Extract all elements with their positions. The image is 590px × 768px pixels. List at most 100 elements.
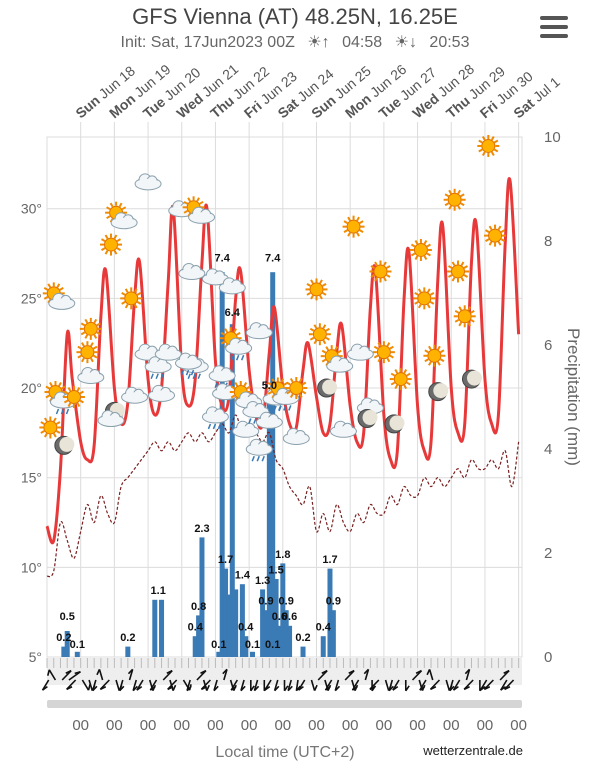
sun-icon: [372, 341, 395, 364]
cloud-fill: [273, 393, 298, 404]
hour-tick: 00: [342, 717, 359, 734]
rain-icon: [201, 406, 229, 430]
sun-ray: [444, 202, 450, 207]
wind-barb-icon: [463, 679, 474, 691]
precip-bar: [280, 563, 286, 657]
sun-disc: [393, 372, 408, 387]
sun-ray: [113, 234, 118, 240]
cloud-icon: [148, 384, 176, 402]
sun-ray: [199, 200, 204, 205]
source-credit[interactable]: wetterzentrale.de: [422, 743, 523, 758]
sun-ray: [289, 393, 294, 399]
sun-ray: [234, 381, 239, 387]
footer: Local time (UTC+2) wetterzentrale.de 00 0…: [72, 717, 527, 761]
wind-barb-icon: [47, 669, 57, 681]
wind-barb-head: [99, 686, 107, 691]
wind-barb-icon: [419, 679, 427, 691]
hour-tick: 00: [207, 717, 224, 734]
rain-drop: [65, 408, 70, 415]
precip-bar: [243, 636, 249, 657]
sun-ray: [84, 318, 89, 324]
wind-barb-head: [240, 685, 246, 692]
sun-ray: [96, 331, 101, 336]
rain-drop: [55, 408, 60, 415]
wind-barb-head: [325, 686, 331, 691]
wind-barb-shaft: [465, 669, 471, 681]
wind-barb-shaft: [253, 679, 259, 691]
sun-icon: [342, 215, 365, 238]
rain-drop: [197, 373, 201, 380]
sun-ray: [301, 390, 307, 395]
wind-barb-head: [47, 669, 51, 676]
wind-barb-head: [283, 685, 289, 692]
sun-ray: [451, 261, 456, 266]
wind-barb-shaft: [240, 679, 245, 691]
sun-ray: [187, 197, 191, 202]
sun-ray: [426, 252, 431, 257]
init-line: Init: Sat, 17Jun2023 00Z ☀↑ 04:58 ☀↓ 20:…: [0, 32, 590, 52]
wind-barb-icon: [127, 668, 134, 681]
sun-disc: [447, 192, 462, 207]
sun-ray: [386, 357, 391, 363]
sun-ray: [76, 402, 81, 408]
sun-ray: [58, 381, 62, 387]
sun-ray: [467, 321, 472, 327]
rain-drop: [248, 418, 252, 424]
wind-barb-icon: [240, 679, 246, 692]
wind-barb-icon: [404, 680, 410, 692]
hour-tick: 00: [241, 717, 258, 734]
precip-label: 0.1: [265, 639, 280, 651]
sun-ray: [370, 274, 375, 278]
sun-ray: [116, 238, 122, 242]
sun-ray: [322, 324, 327, 329]
precip-bar: [196, 615, 202, 657]
sun-ray: [310, 294, 314, 300]
sun-ray: [500, 229, 506, 233]
sun-ray: [389, 354, 394, 359]
moon-icon: [54, 435, 75, 455]
sun-ray: [359, 220, 364, 225]
sun-ray: [410, 243, 416, 248]
sun-ray: [470, 318, 475, 323]
y-left-tick: 10°: [21, 559, 42, 575]
sun-ray: [447, 265, 453, 269]
rain-drop: [235, 354, 240, 361]
sun-ray: [478, 139, 483, 144]
sun-ray: [124, 303, 129, 309]
sun-ray: [374, 261, 378, 266]
precip-bar: [61, 646, 67, 657]
sun-ray: [55, 421, 61, 425]
sun-ray: [374, 277, 378, 282]
wind-barb-icon: [213, 679, 219, 692]
sun-ray: [116, 247, 122, 251]
precip-label: 0.4: [316, 622, 332, 634]
sun-ray: [414, 301, 419, 305]
wind-barb-shaft: [115, 679, 120, 691]
sun-ray: [90, 342, 94, 347]
sun-ray: [43, 287, 49, 291]
sunset-icon: ☀↓: [394, 34, 417, 51]
sun-icon: [413, 287, 436, 310]
sun-ray: [334, 346, 339, 351]
wind-barb-shaft: [98, 669, 104, 681]
sun-ray: [45, 394, 50, 399]
wind-barb-head: [87, 684, 91, 691]
moon-lit: [322, 379, 338, 395]
init-text: Init: Sat, 17Jun2023 00Z: [120, 34, 295, 51]
precip-bar: [152, 599, 158, 657]
wind-barb-icon: [363, 668, 370, 681]
wind-barb-head: [132, 685, 138, 692]
sun-icon: [423, 344, 446, 367]
rain-drop: [288, 405, 292, 411]
wind-barb-shaft: [334, 679, 340, 691]
wind-barb-head: [503, 669, 510, 674]
sun-ray: [81, 342, 85, 347]
cloud-icon: [232, 420, 260, 438]
cloud-fill: [136, 178, 161, 189]
wind-barb-head: [334, 685, 341, 692]
sun-ray: [47, 283, 52, 288]
menu-icon[interactable]: [540, 16, 568, 38]
wind-barb-head: [172, 684, 177, 691]
wind-barb-icon: [200, 679, 211, 691]
precip-bar: [199, 537, 205, 657]
